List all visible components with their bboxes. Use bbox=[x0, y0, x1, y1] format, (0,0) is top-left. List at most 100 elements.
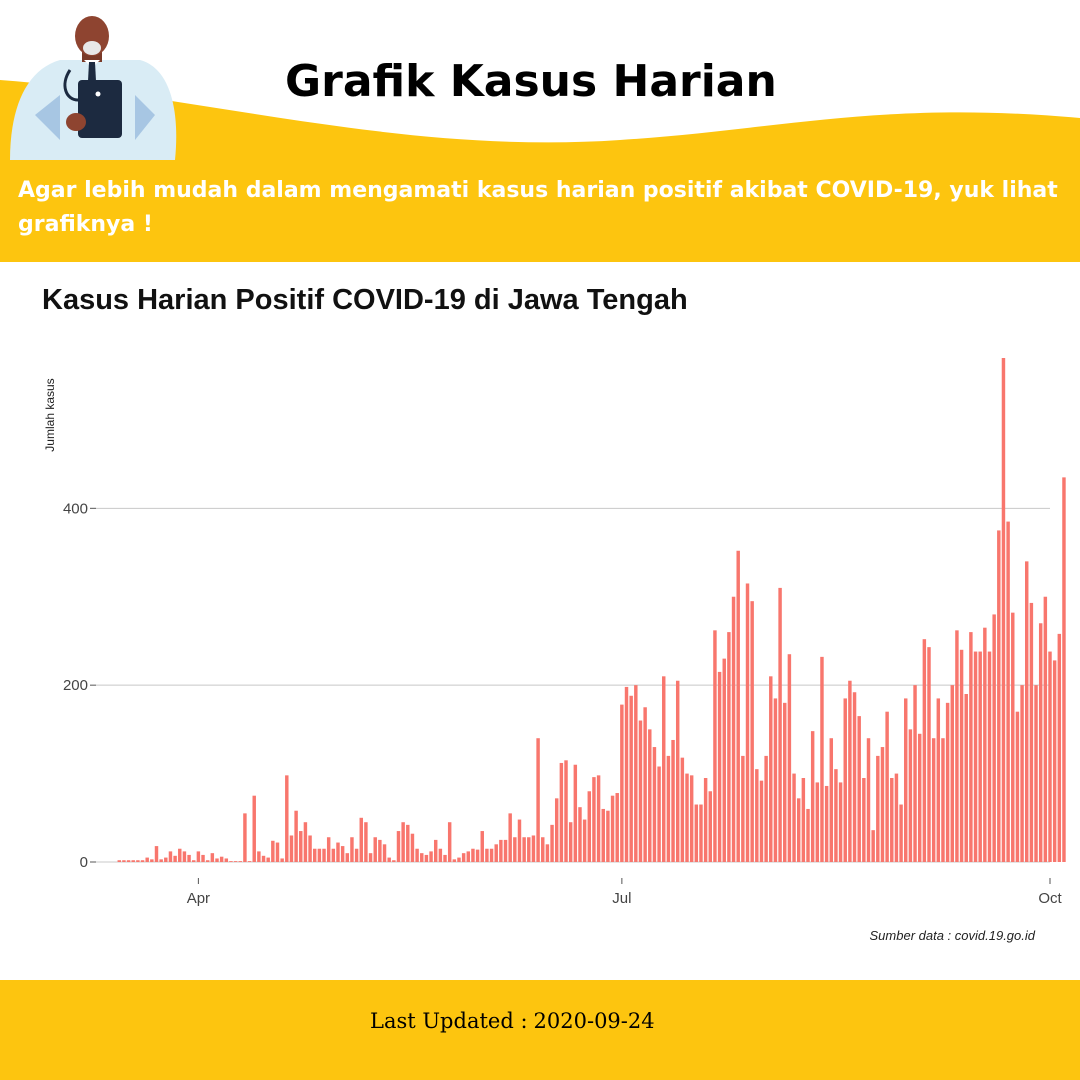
bar bbox=[550, 824, 554, 862]
bar bbox=[131, 860, 135, 862]
doctor-with-clipboard-icon bbox=[10, 16, 177, 160]
bar bbox=[801, 778, 806, 862]
bar bbox=[703, 778, 708, 862]
bar bbox=[778, 587, 782, 862]
bar bbox=[624, 686, 629, 862]
bar bbox=[945, 702, 950, 862]
bar bbox=[499, 839, 503, 862]
bar bbox=[750, 601, 754, 862]
header-banner bbox=[0, 80, 1080, 262]
bar bbox=[503, 839, 508, 862]
bar bbox=[862, 778, 866, 862]
bar bbox=[289, 835, 294, 862]
bar bbox=[908, 729, 913, 862]
bar bbox=[783, 702, 787, 862]
bar bbox=[471, 848, 475, 862]
bar bbox=[936, 698, 941, 862]
bar bbox=[824, 785, 829, 862]
bar bbox=[741, 755, 745, 862]
bar bbox=[722, 658, 726, 862]
bar bbox=[322, 848, 326, 862]
bar bbox=[1001, 358, 1006, 862]
bar bbox=[880, 747, 885, 862]
bar bbox=[759, 780, 764, 862]
bar bbox=[345, 853, 350, 862]
bar bbox=[429, 851, 433, 862]
bar bbox=[480, 831, 484, 862]
bar bbox=[522, 837, 526, 862]
bar bbox=[517, 819, 522, 862]
bar bbox=[992, 614, 996, 862]
bar bbox=[154, 846, 159, 862]
banner-wave bbox=[0, 80, 1080, 262]
bar bbox=[620, 704, 624, 862]
bar bbox=[1034, 685, 1038, 862]
bar bbox=[755, 769, 759, 862]
bar bbox=[904, 698, 908, 862]
bar bbox=[745, 583, 750, 862]
bar bbox=[192, 860, 196, 862]
bar bbox=[475, 849, 480, 862]
bar bbox=[666, 755, 671, 862]
bar bbox=[368, 853, 373, 862]
bar bbox=[452, 859, 457, 862]
bar bbox=[489, 848, 494, 862]
axes: 0 200 400 Apr Jul Oct bbox=[63, 500, 1063, 907]
bar bbox=[187, 854, 191, 862]
bar bbox=[396, 831, 401, 862]
bar bbox=[392, 860, 396, 862]
bar bbox=[178, 848, 182, 862]
bar bbox=[229, 861, 233, 862]
bar bbox=[764, 755, 768, 862]
bar bbox=[876, 755, 880, 862]
footer-banner bbox=[0, 980, 1080, 1080]
chart-title: Kasus Harian Positif COVID-19 di Jawa Te… bbox=[42, 284, 688, 316]
bar bbox=[159, 859, 163, 862]
bar bbox=[834, 769, 838, 862]
bar bbox=[582, 819, 587, 862]
bar bbox=[303, 822, 308, 862]
bar bbox=[168, 851, 173, 862]
bar bbox=[466, 851, 471, 862]
bar bbox=[233, 861, 238, 862]
bar bbox=[927, 647, 931, 862]
bar bbox=[634, 685, 638, 862]
bar bbox=[443, 854, 447, 862]
bar bbox=[122, 860, 126, 862]
bar bbox=[271, 840, 275, 862]
bar bbox=[424, 854, 429, 862]
bar bbox=[401, 822, 405, 862]
bar bbox=[461, 853, 466, 862]
last-updated-label: Last Updated : bbox=[370, 1009, 528, 1033]
bar bbox=[578, 807, 582, 862]
bar bbox=[275, 842, 280, 862]
bar bbox=[894, 773, 899, 862]
bar bbox=[410, 833, 415, 862]
bar bbox=[406, 824, 410, 862]
bar bbox=[866, 738, 871, 862]
x-tick-label: Apr bbox=[187, 890, 210, 907]
bar bbox=[1038, 623, 1043, 862]
bar bbox=[308, 835, 312, 862]
bar bbox=[359, 817, 363, 862]
bar bbox=[671, 739, 675, 862]
bar bbox=[689, 775, 694, 862]
y-tick-label: 400 bbox=[63, 500, 88, 517]
bar bbox=[494, 844, 498, 862]
bar bbox=[387, 857, 391, 862]
bar bbox=[336, 842, 340, 862]
bar bbox=[769, 676, 773, 862]
bar bbox=[164, 857, 168, 862]
bar bbox=[964, 694, 968, 862]
bar bbox=[922, 639, 927, 862]
bar bbox=[312, 848, 317, 862]
y-axis-label: Jumlah kasus bbox=[43, 378, 57, 451]
bar bbox=[587, 791, 592, 862]
bar bbox=[736, 550, 740, 862]
bar bbox=[983, 627, 987, 862]
bar bbox=[266, 857, 270, 862]
bar bbox=[173, 855, 177, 862]
bar bbox=[680, 757, 685, 862]
bar bbox=[326, 837, 331, 862]
bar bbox=[871, 830, 875, 862]
